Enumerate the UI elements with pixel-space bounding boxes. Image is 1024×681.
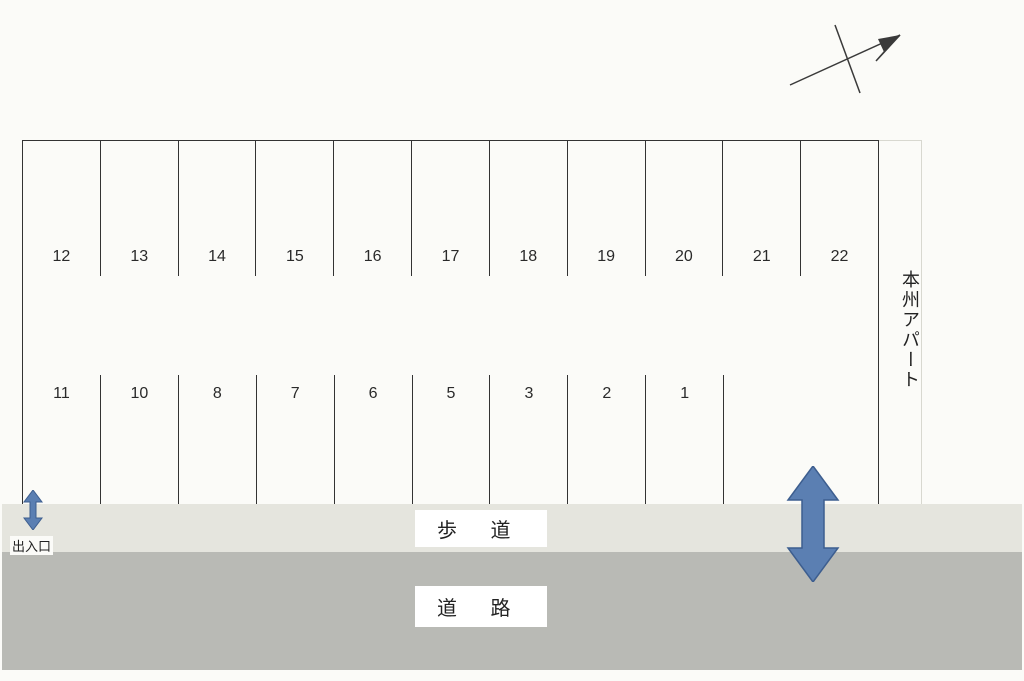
parking-space-number: 15	[256, 248, 333, 266]
parking-space: 19	[568, 141, 646, 276]
parking-space: 15	[256, 141, 334, 276]
parking-space: 12	[23, 141, 101, 276]
parking-space-number: 11	[23, 385, 100, 403]
parking-space-number: 7	[257, 385, 334, 403]
parking-space-number: 20	[646, 248, 723, 266]
compass-north-indicator	[780, 15, 920, 105]
parking-lot-outline: 1213141516171819202122 11108765321	[22, 140, 879, 510]
entrance-arrow	[22, 490, 44, 530]
parking-space-number: 5	[413, 385, 490, 403]
parking-space-number: 8	[179, 385, 256, 403]
parking-space: 13	[101, 141, 179, 276]
parking-space-number: 22	[801, 248, 878, 266]
sidewalk-label: 歩 道	[415, 510, 547, 547]
parking-space: 1	[646, 375, 724, 510]
parking-space-number: 18	[490, 248, 567, 266]
road-label: 道 路	[415, 586, 547, 627]
parking-space: 21	[723, 141, 801, 276]
parking-space: 8	[179, 375, 257, 510]
parking-space-number: 17	[412, 248, 489, 266]
parking-space: 6	[335, 375, 413, 510]
parking-space: 2	[568, 375, 646, 510]
parking-space: 16	[334, 141, 412, 276]
access-double-arrow	[786, 466, 840, 582]
parking-space: 18	[490, 141, 568, 276]
parking-space-number: 16	[334, 248, 411, 266]
parking-space: 7	[257, 375, 335, 510]
parking-space: 5	[413, 375, 491, 510]
neighbor-building-label: 本州アパート	[895, 270, 920, 390]
entrance-label: 出入口	[10, 536, 53, 555]
parking-space: 10	[101, 375, 179, 510]
parking-space-number: 21	[723, 248, 800, 266]
parking-space-number: 2	[568, 385, 645, 403]
parking-lot-diagram: { "diagram": { "type": "parking-lot-plan…	[0, 0, 1024, 681]
parking-space-number: 1	[646, 385, 723, 403]
parking-row-top: 1213141516171819202122	[23, 141, 878, 276]
parking-space-number: 14	[179, 248, 256, 266]
parking-space-number: 10	[101, 385, 178, 403]
parking-space-number: 19	[568, 248, 645, 266]
parking-space: 17	[412, 141, 490, 276]
parking-row-bottom: 11108765321	[23, 375, 878, 510]
parking-space: 22	[801, 141, 878, 276]
parking-space-number: 13	[101, 248, 178, 266]
parking-space: 14	[179, 141, 257, 276]
parking-space-number: 3	[490, 385, 567, 403]
parking-space: 3	[490, 375, 568, 510]
parking-space-number: 12	[23, 248, 100, 266]
parking-space: 20	[646, 141, 724, 276]
parking-space-number: 6	[335, 385, 412, 403]
